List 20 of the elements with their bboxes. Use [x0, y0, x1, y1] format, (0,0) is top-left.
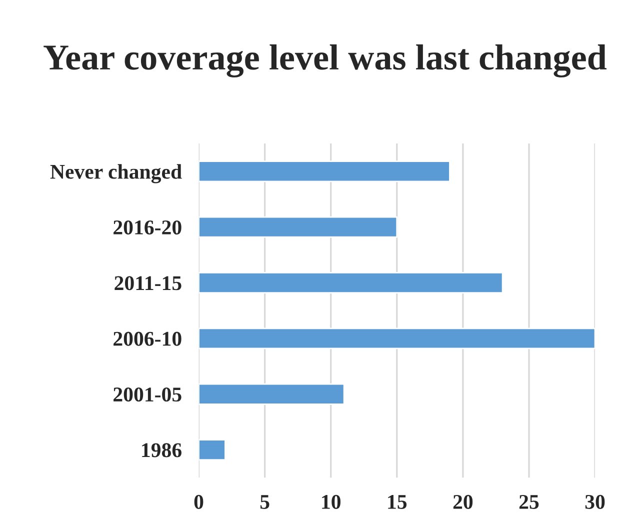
- y-tick-label: 2011-15: [114, 276, 182, 290]
- bar: [198, 272, 504, 294]
- bar: [198, 328, 596, 350]
- x-tick-label: 0: [194, 494, 204, 509]
- y-tick-label: 2016-20: [114, 220, 182, 235]
- bar: [198, 439, 226, 461]
- x-tick-label: 5: [260, 495, 270, 509]
- x-tick-label: 10: [322, 494, 340, 509]
- y-tick-label: Never changed: [50, 164, 182, 184]
- y-tick-label: 2001-05: [114, 387, 182, 402]
- bar: [198, 383, 345, 405]
- chart-title: Year coverage level was last changed: [44, 44, 607, 78]
- x-tick-label: 15: [388, 495, 407, 509]
- x-tick-label: 20: [453, 494, 473, 509]
- bar: [198, 216, 398, 238]
- x-tick-label: 30: [585, 494, 605, 509]
- bar: [198, 160, 450, 182]
- x-tick-label: 25: [519, 494, 539, 509]
- y-tick-label: 1986: [142, 443, 182, 458]
- y-tick-label: 2006-10: [114, 332, 182, 346]
